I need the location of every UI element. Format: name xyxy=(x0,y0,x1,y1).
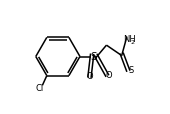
Text: S: S xyxy=(90,52,97,62)
Text: S: S xyxy=(128,65,133,74)
Text: 2: 2 xyxy=(130,40,134,44)
Text: O: O xyxy=(106,71,112,80)
Text: Cl: Cl xyxy=(36,83,44,92)
Text: NH: NH xyxy=(123,35,135,44)
Text: O: O xyxy=(86,71,93,80)
